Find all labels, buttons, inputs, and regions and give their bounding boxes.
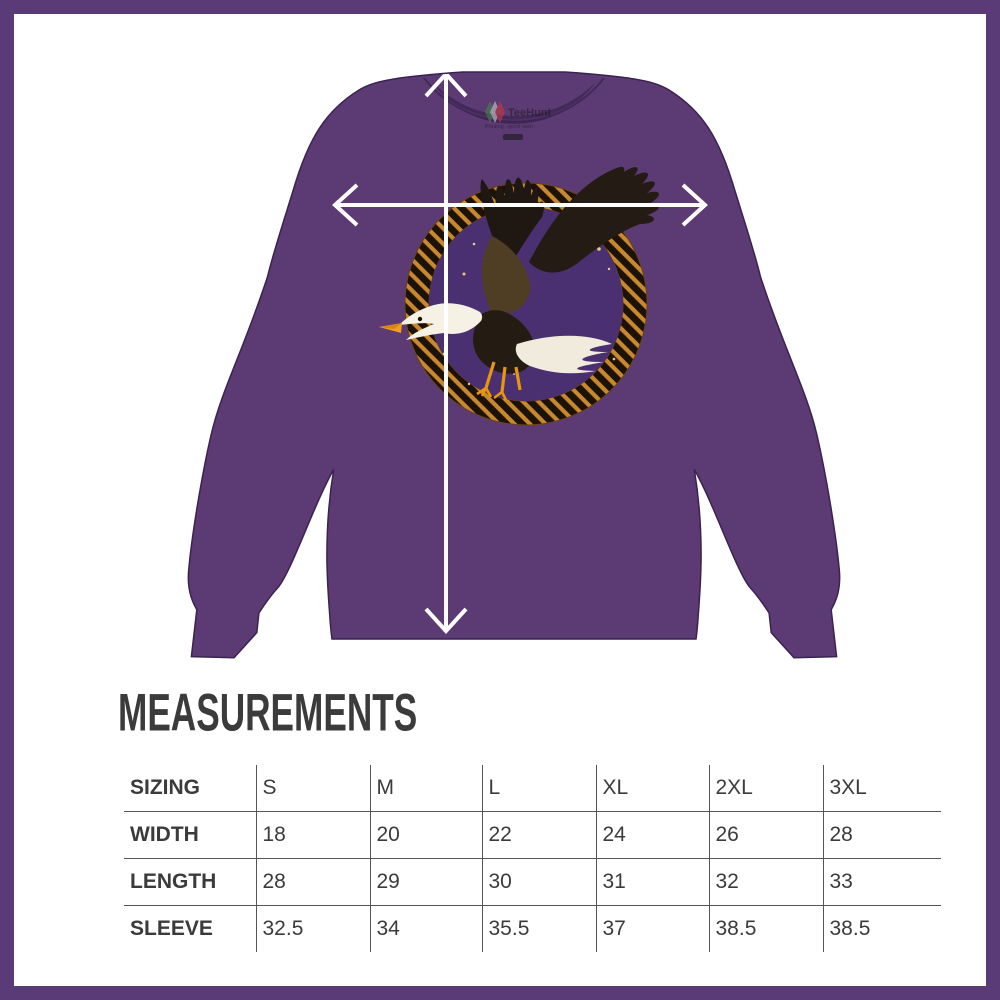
svg-text:Printing . good wish: Printing . good wish — [485, 124, 533, 130]
svg-text:TeeHunt: TeeHunt — [508, 107, 552, 119]
